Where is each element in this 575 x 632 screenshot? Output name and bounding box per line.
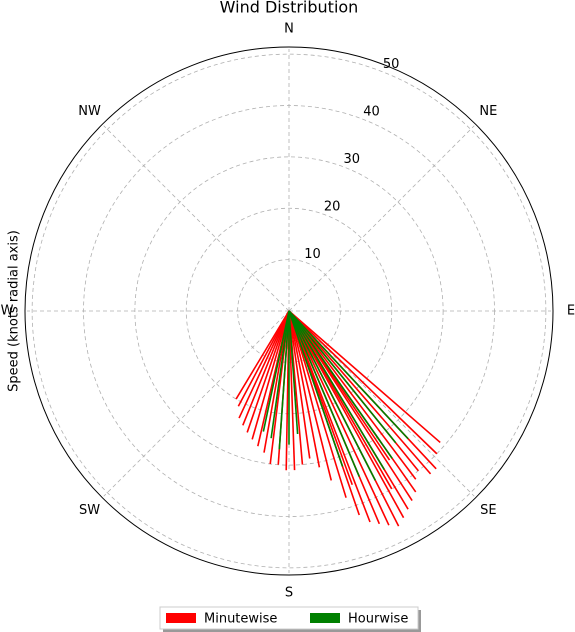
wind-line — [288, 310, 432, 475]
theta-tick-label: W — [1, 304, 14, 319]
wind-line — [288, 310, 390, 526]
grid-spoke — [103, 310, 290, 497]
wind-line — [288, 310, 441, 444]
theta-tick-label: NW — [78, 104, 101, 119]
wind-line — [288, 310, 377, 481]
theta-tick-label: N — [284, 22, 294, 37]
wind-line — [288, 310, 397, 444]
theta-tick-label: S — [285, 586, 293, 601]
theta-tick-label: SW — [79, 503, 100, 518]
wind-line — [288, 310, 347, 498]
r-tick-label: 20 — [324, 199, 341, 214]
wind-line — [278, 310, 290, 450]
legend-box — [159, 606, 419, 630]
wind-line — [270, 310, 290, 439]
theta-tick-label: SE — [480, 503, 496, 518]
legend: Minutewise Hourwise — [159, 606, 421, 632]
grid-spoke — [288, 125, 475, 312]
wind-line — [262, 310, 290, 432]
wind-line — [242, 310, 290, 426]
wind-line — [288, 310, 311, 459]
wind-line — [288, 310, 393, 459]
legend-label: Hourwise — [348, 612, 408, 627]
legend-swatch — [310, 613, 340, 623]
r-tick-label: 10 — [304, 247, 321, 262]
wind-line — [235, 310, 290, 400]
r-tick-label: 30 — [344, 152, 361, 167]
r-tick-label: 40 — [363, 104, 380, 119]
grid-circle — [31, 53, 547, 569]
wind-line — [288, 310, 321, 468]
wind-line — [238, 310, 290, 419]
chart-title: Wind Distribution — [220, 0, 359, 17]
legend-swatch — [166, 613, 196, 623]
theta-tick-label: E — [567, 304, 575, 319]
wind-line — [288, 310, 385, 470]
legend-label: Minutewise — [204, 612, 277, 627]
r-tick-label: 50 — [383, 57, 400, 72]
wind-line — [251, 310, 290, 440]
grid-spoke — [103, 125, 290, 312]
wind-line — [246, 310, 290, 433]
wind-line — [263, 310, 290, 453]
wind-line — [288, 310, 409, 440]
wind-line — [288, 310, 299, 435]
wind-line — [288, 310, 296, 471]
wind-line — [237, 310, 290, 407]
theta-tick-label: NE — [479, 104, 497, 119]
wind-line — [288, 310, 438, 455]
wind-line — [288, 310, 360, 477]
wind-line — [288, 310, 344, 467]
wind-line — [288, 310, 333, 481]
y-axis-label: Speed (knots radial axis) — [7, 230, 22, 392]
wind-line — [288, 310, 417, 480]
axis-circle — [24, 46, 554, 576]
